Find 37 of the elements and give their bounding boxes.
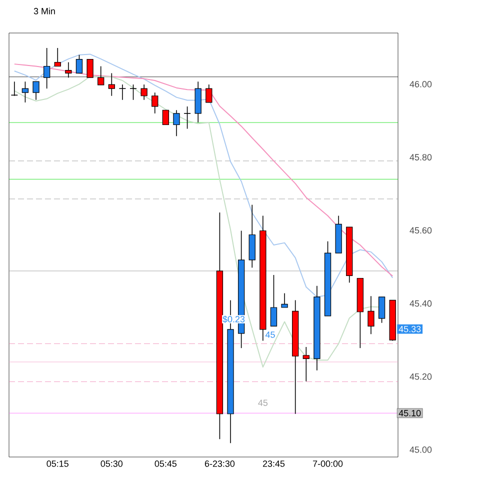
candlestick bbox=[173, 110, 180, 136]
x-tick-label: 05:45 bbox=[154, 460, 177, 467]
candlestick bbox=[378, 296, 386, 324]
y-tick-label: 45.00 bbox=[410, 446, 432, 453]
candlestick bbox=[108, 72, 115, 96]
ref-line-label: 45.10 bbox=[398, 410, 421, 416]
candlestick bbox=[22, 81, 29, 103]
candlestick bbox=[270, 274, 278, 327]
y-tick-label: 45.60 bbox=[410, 227, 432, 234]
candlestick bbox=[152, 92, 158, 114]
candlestick bbox=[206, 84, 212, 103]
candlestick bbox=[368, 296, 374, 335]
x-tick-label: 23:45 bbox=[262, 460, 285, 467]
x-tick-label: 05:15 bbox=[46, 460, 68, 467]
candlestick bbox=[162, 110, 170, 126]
x-tick-label: 05:30 bbox=[100, 460, 123, 467]
y-tick-label: 45.80 bbox=[410, 154, 432, 160]
candlestick bbox=[281, 292, 288, 308]
annotation: 45 bbox=[265, 332, 275, 338]
candlestick bbox=[130, 84, 137, 100]
candlestick bbox=[140, 84, 148, 100]
candlestick bbox=[184, 106, 191, 130]
candlestick bbox=[76, 54, 83, 74]
candlestick bbox=[302, 346, 310, 382]
annotation: 45.33 bbox=[398, 326, 421, 332]
annotation: 45 bbox=[258, 400, 268, 406]
y-tick-label: 45.40 bbox=[410, 300, 432, 307]
x-tick-label: 6-23:30 bbox=[204, 460, 235, 467]
annotation: $0.23 bbox=[222, 316, 245, 323]
candlestick bbox=[98, 66, 104, 86]
chart-title: 3 Min bbox=[34, 8, 55, 14]
candlestick bbox=[54, 48, 61, 67]
y-tick-label: 45.20 bbox=[410, 373, 432, 380]
candlestick bbox=[118, 84, 126, 100]
y-tick-label: 46.00 bbox=[410, 80, 432, 88]
x-tick-label: 7-00:00 bbox=[313, 460, 343, 467]
candlestick bbox=[32, 81, 40, 100]
